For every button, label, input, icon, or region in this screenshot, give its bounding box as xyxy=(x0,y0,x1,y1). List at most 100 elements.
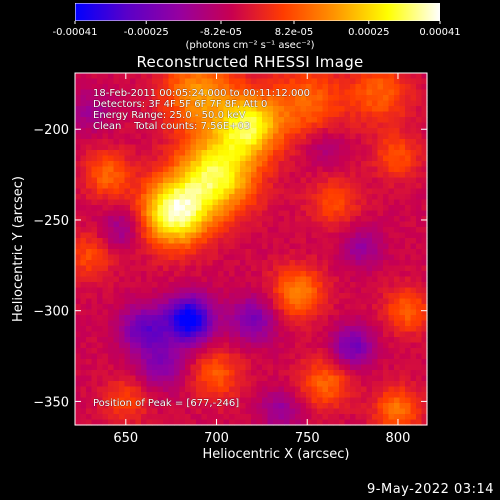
heatmap-cell xyxy=(355,337,362,344)
heatmap-cell xyxy=(97,139,104,146)
heatmap-cell xyxy=(218,144,225,151)
heatmap-cell xyxy=(152,73,159,80)
heatmap-cell xyxy=(361,419,368,426)
heatmap-cell xyxy=(179,100,186,107)
heatmap-cell xyxy=(328,95,335,102)
heatmap-cell xyxy=(234,183,241,190)
heatmap-cell xyxy=(190,249,197,256)
heatmap-cell xyxy=(267,111,274,118)
heatmap-cell xyxy=(229,315,236,322)
heatmap-cell xyxy=(361,133,368,140)
heatmap-cell xyxy=(91,73,98,80)
heatmap-cell xyxy=(306,353,313,360)
heatmap-cell xyxy=(306,166,313,173)
heatmap-cell xyxy=(284,199,291,206)
heatmap-cell xyxy=(124,133,131,140)
heatmap-cell xyxy=(333,133,340,140)
heatmap-cell xyxy=(190,293,197,300)
heatmap-cell xyxy=(196,238,203,245)
heatmap-cell xyxy=(152,304,159,311)
heatmap-cell xyxy=(284,359,291,366)
heatmap-cell xyxy=(190,106,197,113)
heatmap-cell xyxy=(108,100,115,107)
heatmap-cell xyxy=(399,106,406,113)
heatmap-cell xyxy=(388,408,395,415)
heatmap-cell xyxy=(273,95,280,102)
heatmap-cell xyxy=(306,199,313,206)
heatmap-cell xyxy=(361,287,368,294)
heatmap-cell xyxy=(383,128,390,135)
heatmap-cell xyxy=(168,89,175,96)
heatmap-cell xyxy=(157,216,164,223)
heatmap-cell xyxy=(113,238,120,245)
heatmap-cell xyxy=(328,144,335,151)
heatmap-cell xyxy=(328,161,335,168)
heatmap-cell xyxy=(251,397,258,404)
heatmap-cell xyxy=(372,309,379,316)
heatmap-cell xyxy=(405,216,412,223)
heatmap-cell xyxy=(174,78,181,85)
heatmap-cell xyxy=(339,227,346,234)
heatmap-cell xyxy=(289,298,296,305)
heatmap-cell xyxy=(212,414,219,421)
heatmap-cell xyxy=(152,249,159,256)
heatmap-cell xyxy=(119,320,126,327)
heatmap-cell xyxy=(152,106,159,113)
heatmap-cell xyxy=(113,122,120,129)
heatmap-cell xyxy=(223,177,230,184)
heatmap-cell xyxy=(300,221,307,228)
heatmap-cell xyxy=(289,177,296,184)
heatmap-cell xyxy=(119,177,126,184)
heatmap-cell xyxy=(300,122,307,129)
heatmap-cell xyxy=(267,337,274,344)
heatmap-cell xyxy=(278,194,285,201)
heatmap-cell xyxy=(113,326,120,333)
heatmap-cell xyxy=(141,155,148,162)
heatmap-cell xyxy=(102,227,109,234)
heatmap-cell xyxy=(311,392,318,399)
heatmap-cell xyxy=(141,276,148,283)
heatmap-cell xyxy=(108,370,115,377)
heatmap-cell xyxy=(251,73,258,80)
heatmap-cell xyxy=(234,84,241,91)
heatmap-cell xyxy=(113,370,120,377)
heatmap-cell xyxy=(75,254,82,261)
heatmap-cell xyxy=(421,260,428,267)
heatmap-cell xyxy=(157,150,164,157)
heatmap-cell xyxy=(405,364,412,371)
heatmap-cell xyxy=(311,287,318,294)
heatmap-cell xyxy=(311,139,318,146)
heatmap-cell xyxy=(278,342,285,349)
y-tick-label: −350 xyxy=(33,395,69,410)
heatmap-cell xyxy=(372,342,379,349)
heatmap-cell xyxy=(108,326,115,333)
heatmap-cell xyxy=(196,364,203,371)
heatmap-cell xyxy=(388,397,395,404)
heatmap-cell xyxy=(201,392,208,399)
heatmap-cell xyxy=(218,298,225,305)
heatmap-cell xyxy=(256,287,263,294)
heatmap-cell xyxy=(75,331,82,338)
heatmap-cell xyxy=(410,375,417,382)
heatmap-cell xyxy=(80,232,87,239)
heatmap-cell xyxy=(267,139,274,146)
heatmap-cell xyxy=(157,78,164,85)
heatmap-cell xyxy=(157,353,164,360)
heatmap-cell xyxy=(146,84,153,91)
heatmap-cell xyxy=(80,392,87,399)
heatmap-cell xyxy=(152,78,159,85)
heatmap-cell xyxy=(223,397,230,404)
heatmap-cell xyxy=(377,282,384,289)
heatmap-cell xyxy=(300,84,307,91)
heatmap-cell xyxy=(212,337,219,344)
heatmap-cell xyxy=(388,359,395,366)
heatmap-cell xyxy=(124,232,131,239)
heatmap-cell xyxy=(212,260,219,267)
heatmap-cell xyxy=(80,381,87,388)
heatmap-cell xyxy=(196,216,203,223)
heatmap-cell xyxy=(416,78,423,85)
heatmap-cell xyxy=(119,133,126,140)
heatmap-cell xyxy=(245,342,252,349)
heatmap-cell xyxy=(289,210,296,217)
heatmap-cell xyxy=(421,414,428,421)
